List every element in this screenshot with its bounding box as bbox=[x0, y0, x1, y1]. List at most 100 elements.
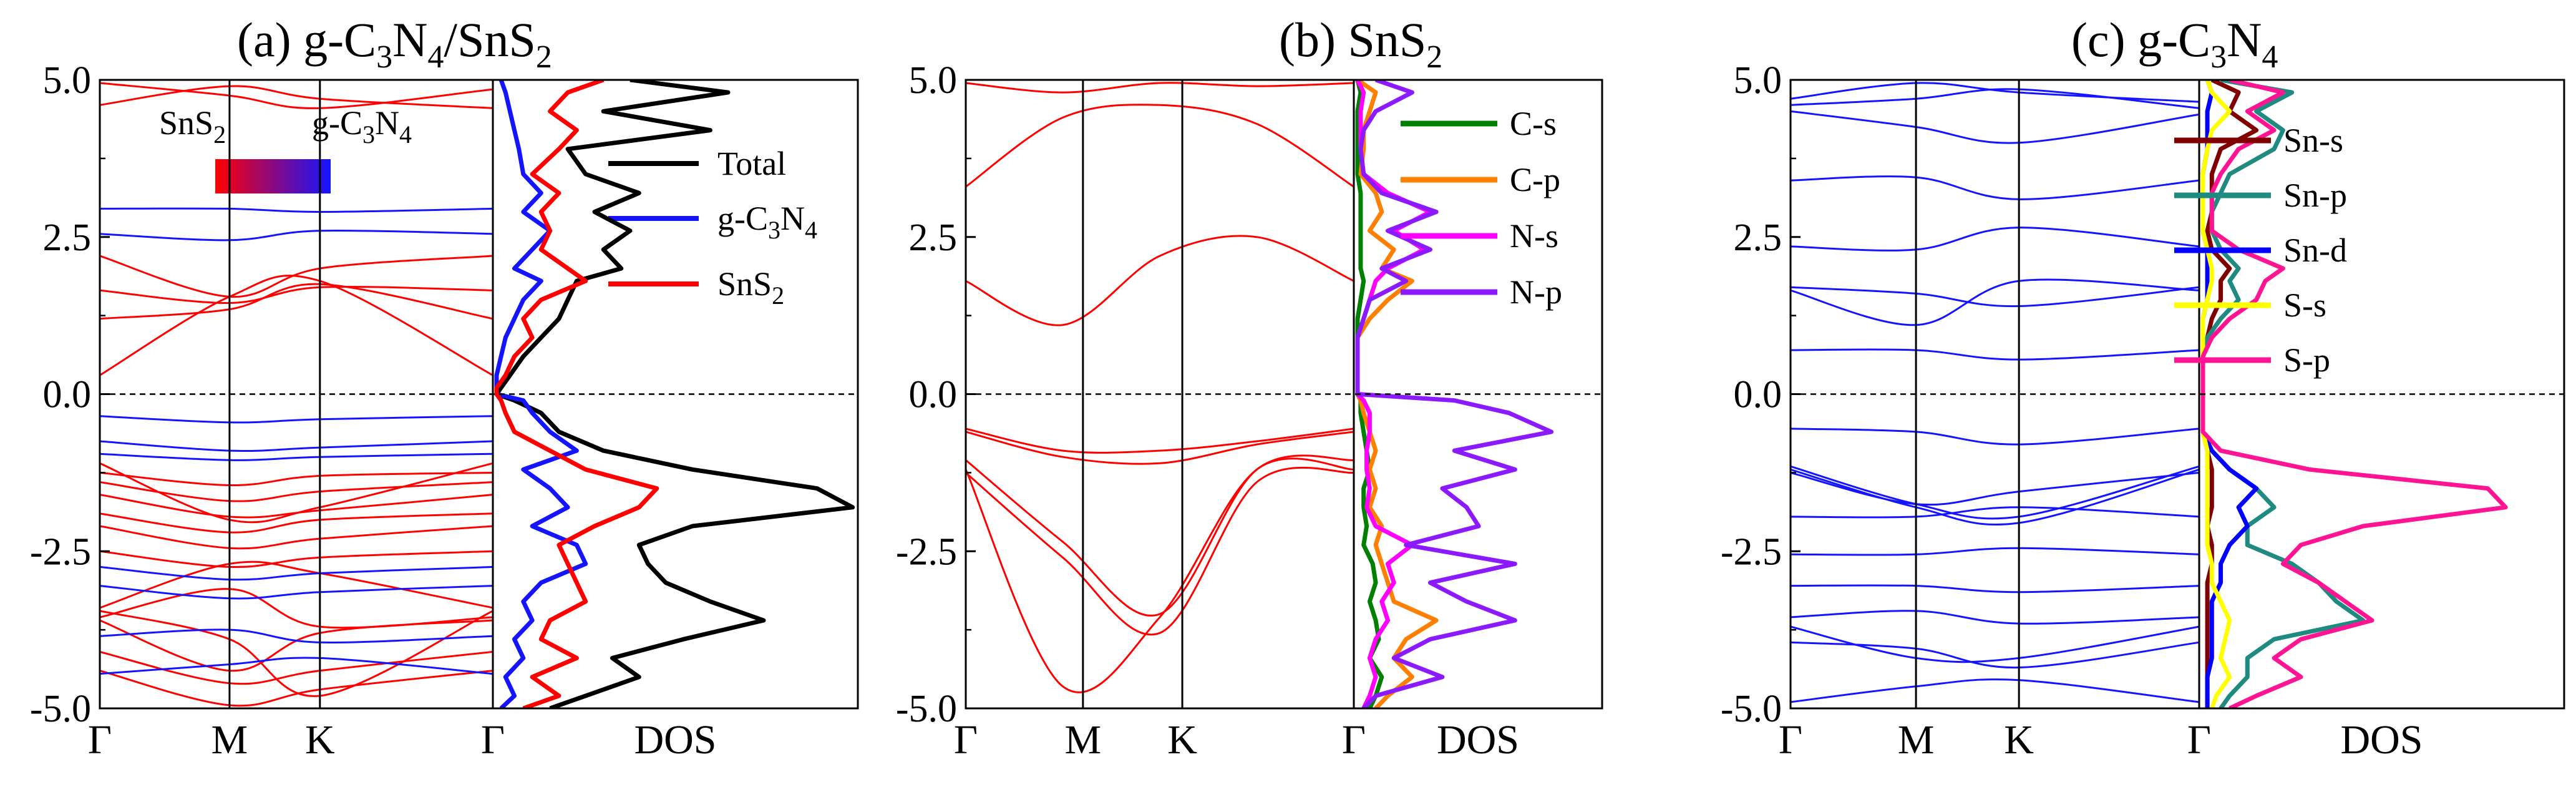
band-line-blue-10 bbox=[1791, 468, 2200, 525]
panel-c-title: (c) g-C3N4 bbox=[2071, 12, 2278, 75]
band-line-red-10 bbox=[100, 525, 493, 550]
band-line-blue-11 bbox=[1791, 471, 2200, 506]
kpoint-label: Γ bbox=[88, 717, 112, 763]
band-line-blue-4 bbox=[100, 452, 493, 461]
ytick-label: 0.0 bbox=[1734, 374, 1782, 416]
band-line-red-2 bbox=[966, 82, 1354, 94]
kpoint-label: K bbox=[305, 717, 335, 763]
legend-label-gcn: g-C3N4 bbox=[717, 200, 817, 244]
ytick-label: -5.0 bbox=[30, 688, 91, 730]
kpoint-label: M bbox=[1065, 717, 1102, 763]
kpoint-label: Γ bbox=[2187, 717, 2211, 763]
kpoint-label: M bbox=[211, 717, 248, 763]
band-line-blue-2 bbox=[100, 415, 493, 424]
band-line-blue-12 bbox=[1791, 506, 2200, 519]
dos-axis-label: DOS bbox=[2340, 717, 2423, 763]
legend-label-N-s: N-s bbox=[1510, 217, 1558, 255]
band-line-red-7 bbox=[966, 457, 1354, 693]
legend-label-C-p: C-p bbox=[1510, 161, 1560, 198]
panel-a: 5.02.50.0-2.5-5.0Γ M K Γ DOS bbox=[30, 59, 859, 763]
band-line-red-1 bbox=[100, 85, 493, 109]
kpoint-label: K bbox=[2004, 717, 2034, 763]
band-line-red-4 bbox=[966, 431, 1354, 465]
band-line-blue-1 bbox=[1791, 88, 2200, 109]
band-line-red-0 bbox=[100, 82, 493, 109]
ytick-label: 5.0 bbox=[909, 59, 958, 102]
band-line-red-18 bbox=[100, 610, 493, 697]
kpoint-label: Γ bbox=[1342, 717, 1366, 763]
ytick-label: 0.0 bbox=[909, 374, 958, 416]
band-line-red-16 bbox=[100, 670, 493, 707]
legend-label-sns: SnS2 bbox=[717, 265, 784, 310]
ytick-label: 2.5 bbox=[909, 217, 958, 259]
panel-c-bands bbox=[1791, 82, 2200, 703]
panel-a-dos-legend: Total g-C3N4 SnS2 bbox=[608, 145, 817, 310]
panel-a-dos bbox=[494, 80, 855, 708]
kpoint-label: Γ bbox=[954, 717, 978, 763]
band-line-blue-15 bbox=[1791, 610, 2200, 625]
band-line-red-0 bbox=[966, 235, 1354, 326]
band-line-blue-9 bbox=[1791, 465, 2200, 520]
band-line-blue-3 bbox=[1791, 175, 2200, 200]
band-line-blue-18 bbox=[1791, 678, 2200, 703]
band-line-blue-17 bbox=[1791, 641, 2200, 669]
panel-c-legend: Sn-s Sn-p Sn-d S-s S-p bbox=[2174, 122, 2347, 379]
band-line-red-6 bbox=[966, 466, 1354, 636]
ytick-label: 0.0 bbox=[43, 374, 92, 416]
band-line-blue-6 bbox=[1791, 278, 2200, 326]
legend-label-total: Total bbox=[717, 145, 786, 182]
ytick-label: 5.0 bbox=[43, 59, 92, 102]
ytick-label: -5.0 bbox=[1721, 688, 1782, 730]
colorbar-gradient bbox=[215, 159, 331, 193]
ytick-label: -2.5 bbox=[1721, 530, 1782, 573]
band-line-red-3 bbox=[966, 428, 1354, 454]
band-line-red-3 bbox=[100, 283, 493, 320]
kpoint-label: M bbox=[1898, 717, 1935, 763]
dos-frame bbox=[2198, 79, 2565, 710]
legend-label-N-p: N-p bbox=[1510, 273, 1562, 311]
ytick-label: -2.5 bbox=[30, 530, 91, 573]
band-line-red-8 bbox=[100, 494, 493, 519]
band-line-blue-7 bbox=[1791, 348, 2200, 361]
dos-frame bbox=[1353, 79, 1603, 710]
band-line-blue-2 bbox=[1791, 110, 2200, 144]
band-line-blue-4 bbox=[1791, 227, 2200, 252]
panel-a-bands bbox=[100, 82, 493, 707]
panel-c: 5.02.50.0-2.5-5.0Γ M K Γ DOSSn-sSn-pSn-dS-sS… bbox=[1721, 59, 2565, 763]
dos-curve-sns bbox=[494, 80, 659, 708]
band-line-blue-0 bbox=[1791, 82, 2200, 103]
dos-axis-label: DOS bbox=[1437, 717, 1519, 763]
colorbar-left-label: SnS2 bbox=[159, 104, 226, 149]
band-line-red-14 bbox=[100, 619, 493, 672]
panel-b-bands bbox=[966, 82, 1354, 693]
kpoint-label: Γ bbox=[481, 717, 505, 763]
legend-label-C-s: C-s bbox=[1510, 105, 1557, 142]
kpoint-label: K bbox=[1167, 717, 1197, 763]
band-line-blue-16 bbox=[1791, 625, 2200, 663]
band-line-blue-8 bbox=[1791, 428, 2200, 446]
band-line-blue-13 bbox=[1791, 547, 2200, 556]
dos-axis-label: DOS bbox=[634, 717, 716, 763]
legend-label-Sn-s: Sn-s bbox=[2283, 122, 2343, 159]
kpoint-label: Γ bbox=[1779, 717, 1802, 763]
band-line-red-12 bbox=[100, 560, 493, 609]
band-line-blue-5 bbox=[100, 565, 493, 581]
band-line-blue-8 bbox=[100, 657, 493, 675]
band-line-red-1 bbox=[966, 104, 1354, 188]
panel-a-title: (a) g-C3N4/SnS2 bbox=[237, 12, 552, 75]
band-line-red-5 bbox=[100, 255, 493, 298]
ytick-label: 2.5 bbox=[1734, 217, 1782, 259]
band-line-red-9 bbox=[100, 512, 493, 534]
band-line-red-4 bbox=[100, 285, 493, 305]
band-line-red-6 bbox=[100, 471, 493, 487]
ytick-label: -5.0 bbox=[896, 688, 957, 730]
legend-label-Sn-p: Sn-p bbox=[2283, 177, 2347, 214]
dos-frame bbox=[492, 79, 859, 710]
legend-label-S-s: S-s bbox=[2283, 286, 2326, 324]
band-line-red-11 bbox=[100, 550, 493, 569]
ytick-label: -2.5 bbox=[896, 530, 957, 573]
band-line-red-15 bbox=[100, 650, 493, 685]
band-line-blue-14 bbox=[1791, 584, 2200, 594]
band-line-red-17 bbox=[100, 462, 493, 524]
